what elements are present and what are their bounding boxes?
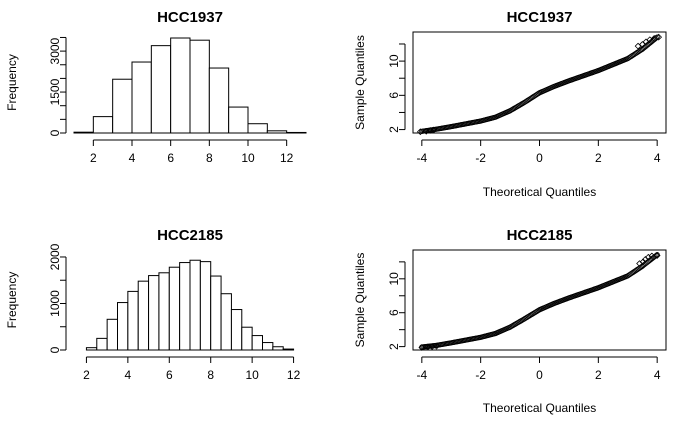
histogram-bar <box>282 348 295 351</box>
plot-frame <box>412 31 667 134</box>
x-tick-label: 0 <box>536 368 543 382</box>
chart-title: HCC1937 <box>507 9 573 26</box>
x-tick-label: -4 <box>416 151 427 165</box>
y-axis-label: Sample Quantiles <box>353 35 367 130</box>
x-tick-label: 4 <box>654 368 661 382</box>
qq-tail-point <box>644 253 652 261</box>
panel-4: HCC2185 Sample Quantiles Theoretical Quant… <box>353 227 667 415</box>
histogram-bar <box>137 280 150 351</box>
x-tick-label: 8 <box>207 368 214 382</box>
y-tick-label: 0 <box>48 346 62 353</box>
x-tick-label: 8 <box>206 151 213 165</box>
histogram-bar <box>286 131 307 134</box>
x-axis-label: Theoretical Quantiles <box>483 401 596 415</box>
plot-frame <box>412 249 667 351</box>
qq-tail-point <box>430 126 437 134</box>
x-tick-label: -4 <box>416 368 427 382</box>
qq-point <box>653 35 659 41</box>
x-axis-label: Theoretical Quantiles <box>483 185 596 199</box>
histogram-bar <box>131 61 152 134</box>
histogram-bar <box>262 342 274 351</box>
histogram-bar <box>106 318 119 351</box>
x-tick-label: 10 <box>245 368 259 382</box>
y-tick-label: 2 <box>387 343 401 350</box>
qq-tail-point <box>433 342 440 350</box>
x-tick-label: 2 <box>595 368 602 382</box>
histogram-bar <box>148 275 160 351</box>
x-tick-label: 4 <box>129 151 136 165</box>
x-tick-label: 2 <box>595 151 602 165</box>
y-tick-label: 1000 <box>48 290 62 317</box>
histogram-bar <box>220 293 232 351</box>
panel-1: HCC1937 Frequency 2 4 6 8 10 12 0 1500 3000 <box>5 9 307 165</box>
histogram-bar <box>117 302 129 351</box>
qq-tail-point <box>427 127 435 134</box>
histogram-bar <box>189 39 210 134</box>
x-tick-label: 6 <box>166 368 173 382</box>
y-tick-label: 10 <box>387 54 401 68</box>
y-axis-label: Sample Quantiles <box>353 253 367 348</box>
y-tick-label: 3000 <box>48 37 62 64</box>
y-tick-label: 10 <box>387 272 401 286</box>
qq-tail-point <box>418 344 426 351</box>
x-tick-label: 6 <box>167 151 174 165</box>
histogram-bar <box>92 116 114 134</box>
x-tick-label: 4 <box>654 151 661 165</box>
histogram-bar <box>73 131 94 134</box>
y-tick-label: 6 <box>387 309 401 316</box>
histogram-bar <box>158 272 170 351</box>
x-tick-label: 12 <box>287 368 301 382</box>
histogram-bar <box>247 123 268 134</box>
x-tick-label: 0 <box>536 151 543 165</box>
y-tick-label: 2 <box>387 126 401 133</box>
qq-tail-point <box>648 252 656 260</box>
histogram-bar <box>230 309 243 351</box>
histogram-bar <box>112 78 133 134</box>
chart-title: HCC2185 <box>157 227 223 244</box>
panel-2: HCC1937 Sample Quantiles Theoretical Quant… <box>353 9 667 199</box>
y-tick-label: 2000 <box>48 243 62 270</box>
histogram-bar <box>208 67 230 134</box>
histogram-bar <box>127 290 139 351</box>
y-axis-label: Frequency <box>5 272 19 329</box>
y-tick-label: 0 <box>48 129 62 136</box>
histogram-bar <box>189 259 201 351</box>
histogram-bar <box>96 337 108 351</box>
histogram-bar <box>266 130 288 134</box>
x-tick-label: -2 <box>475 368 486 382</box>
qq-point <box>654 34 660 40</box>
x-tick-label: 2 <box>83 368 90 382</box>
qq-tail-point <box>639 258 647 266</box>
y-axis-label: Frequency <box>5 54 19 111</box>
histogram-bar <box>168 266 181 351</box>
histogram-bar <box>150 45 172 134</box>
histogram-bar <box>170 37 191 134</box>
x-tick-label: -2 <box>475 151 486 165</box>
qq-tail-point <box>653 252 661 259</box>
x-tick-label: 12 <box>280 151 294 165</box>
histogram-bar <box>251 335 263 351</box>
qq-tail-point <box>655 33 663 41</box>
chart-title: HCC2185 <box>507 227 573 244</box>
qq-tail-point <box>416 128 424 136</box>
histogram-bar <box>85 347 98 351</box>
y-tick-label: 6 <box>387 92 401 99</box>
histogram-bar <box>228 106 249 134</box>
x-tick-label: 10 <box>241 151 255 165</box>
histogram-bar <box>179 262 191 351</box>
histogram-bar <box>210 275 222 351</box>
histogram-bar <box>199 261 212 351</box>
histogram-bar <box>272 346 284 351</box>
chart-title: HCC1937 <box>157 9 223 26</box>
x-tick-label: 4 <box>125 368 132 382</box>
x-tick-label: 2 <box>90 151 97 165</box>
panel-3: HCC2185 Frequency 2 4 6 8 10 12 0 1000 2000 <box>5 227 301 382</box>
y-tick-label: 1500 <box>48 78 62 105</box>
histogram-bar <box>241 326 253 351</box>
